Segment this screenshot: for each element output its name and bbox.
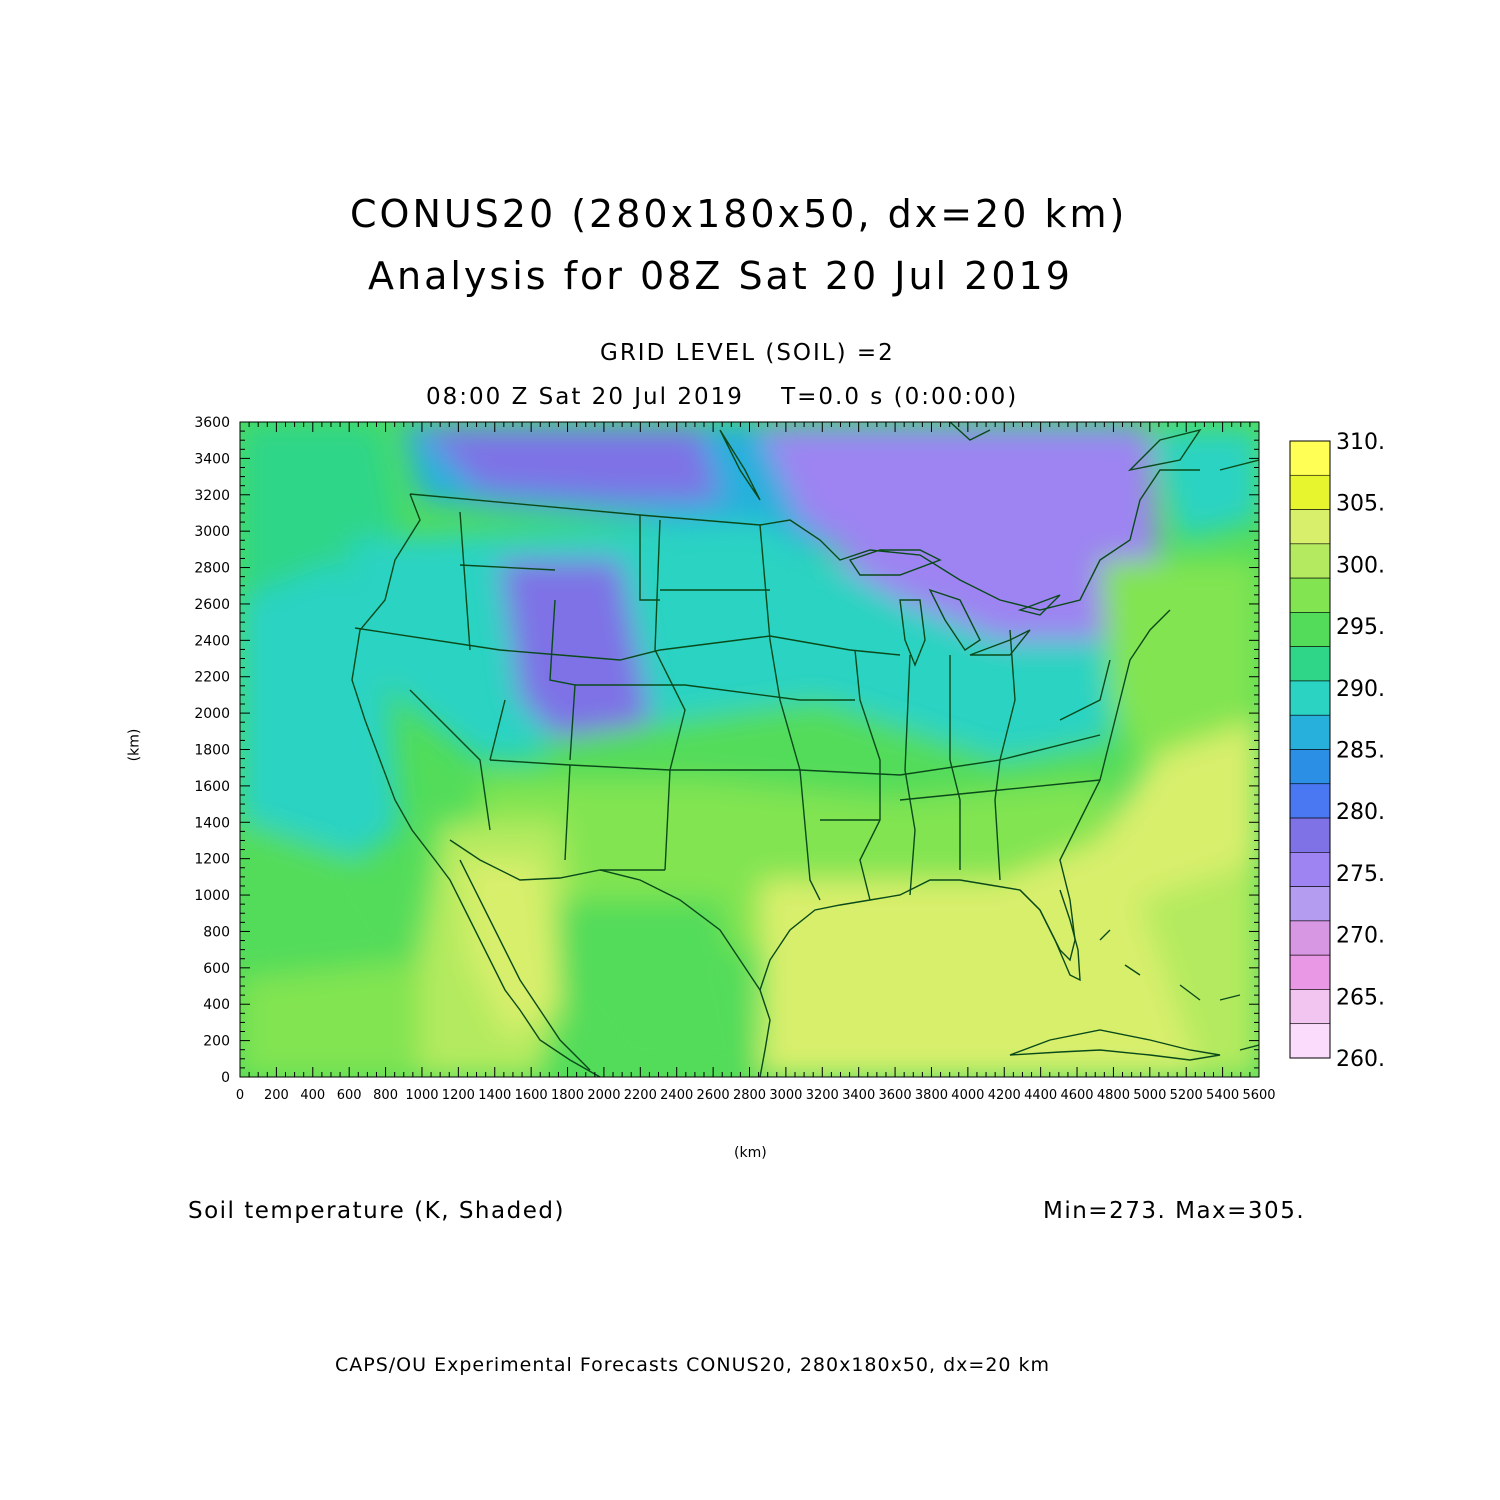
y-tick-label: 1200 <box>194 852 230 868</box>
y-tick-label: 2000 <box>194 706 230 722</box>
y-tick-label: 0 <box>221 1070 230 1086</box>
colorbar-label: 295. <box>1336 615 1385 640</box>
credit-line: CAPS/OU Experimental Forecasts CONUS20, … <box>335 1354 1051 1376</box>
x-axis: 0 200 400 600 800 1000 1200 1400 1600 1800 2000 220… <box>236 422 1276 1103</box>
y-axis-unit: (km) <box>126 728 143 762</box>
x-tick-label: 4200 <box>988 1088 1021 1103</box>
soil-temperature-field <box>240 422 1259 1077</box>
map-outlines <box>351 422 1259 1077</box>
x-tick-label: 5000 <box>1133 1088 1166 1103</box>
x-tick-label: 1400 <box>478 1088 511 1103</box>
x-tick-label: 3200 <box>806 1088 839 1103</box>
x-tick-label: 2000 <box>587 1088 620 1103</box>
x-tick-label: 200 <box>264 1088 289 1103</box>
colorbar-swatch <box>1289 783 1331 819</box>
y-tick-label: 2400 <box>194 633 230 649</box>
x-tick-label: 4400 <box>1024 1088 1057 1103</box>
colorbar-swatch <box>1289 1023 1331 1059</box>
valid-time-label: 08:00 Z Sat 20 Jul 2019 T=0.0 s (0:00:00… <box>426 384 1019 410</box>
x-tick-label: 1600 <box>515 1088 548 1103</box>
colorbar-swatch <box>1289 646 1331 682</box>
colorbar-swatch <box>1289 509 1331 545</box>
colorbar-swatch <box>1289 989 1331 1025</box>
y-tick-label: 1400 <box>194 815 230 831</box>
colorbar-swatch <box>1289 954 1331 990</box>
colorbar-frame <box>1289 440 1331 1059</box>
x-tick-label: 4800 <box>1097 1088 1130 1103</box>
y-tick-label: 3400 <box>194 451 230 467</box>
x-tick-label: 1800 <box>551 1088 584 1103</box>
colorbar-swatch <box>1289 817 1331 853</box>
x-tick-label: 3000 <box>769 1088 802 1103</box>
x-tick-label: 800 <box>373 1088 398 1103</box>
x-axis-unit: (km) <box>734 1145 767 1161</box>
colorbar-swatch <box>1289 440 1331 476</box>
florida-outline <box>1019 889 1081 982</box>
x-tick-label: 5400 <box>1206 1088 1239 1103</box>
colorbar-label: 275. <box>1336 862 1385 887</box>
colorbar-swatch <box>1289 852 1331 887</box>
colorbar-swatch <box>1289 749 1331 785</box>
colorbar-swatch <box>1289 680 1331 716</box>
y-tick-label: 2600 <box>194 597 230 613</box>
x-tick-label: 4000 <box>951 1088 984 1103</box>
colorbar-swatch <box>1289 612 1331 647</box>
x-tick-label: 3600 <box>879 1088 912 1103</box>
colorbar-swatch <box>1289 543 1331 579</box>
y-tick-label: 2200 <box>194 670 230 686</box>
y-tick-label: 800 <box>203 924 230 940</box>
colorbar-label: 305. <box>1336 492 1385 517</box>
colorbar-swatch <box>1289 577 1331 613</box>
colorbar-label: 280. <box>1336 800 1385 825</box>
y-axis: 0 200 400 600 800 1000 1200 1400 1600 1800 2000 220… <box>194 415 1259 1086</box>
title-line-2: Analysis for 08Z Sat 20 Jul 2019 <box>368 254 1073 298</box>
cuba-outline <box>1009 1029 1221 1061</box>
x-tick-label: 5200 <box>1170 1088 1203 1103</box>
x-tick-label: 2200 <box>624 1088 657 1103</box>
great-lakes-outline <box>848 549 942 576</box>
y-tick-label: 600 <box>203 961 230 977</box>
x-tick-label: 2400 <box>660 1088 693 1103</box>
x-tick-label: 3400 <box>842 1088 875 1103</box>
y-tick-label: 1800 <box>194 743 230 759</box>
x-tick-label: 1000 <box>405 1088 438 1103</box>
colorbar-label: 285. <box>1336 739 1385 764</box>
y-tick-label: 2800 <box>194 561 230 577</box>
x-tick-label: 0 <box>236 1088 244 1103</box>
y-tick-label: 1000 <box>194 888 230 904</box>
x-tick-label: 600 <box>337 1088 362 1103</box>
x-tick-label: 3800 <box>915 1088 948 1103</box>
x-tick-label: 5600 <box>1242 1088 1275 1103</box>
grid-level-label: GRID LEVEL (SOIL) =2 <box>600 340 895 366</box>
y-tick-label: 400 <box>203 997 230 1013</box>
colorbar-label: 310. <box>1336 430 1385 455</box>
colorbar-label: 265. <box>1336 985 1385 1010</box>
title-line-1: CONUS20 (280x180x50, dx=20 km) <box>350 192 1128 236</box>
x-tick-label: 4600 <box>1060 1088 1093 1103</box>
x-tick-label: 1200 <box>442 1088 475 1103</box>
colorbar-label: 290. <box>1336 677 1385 702</box>
x-tick-label: 400 <box>300 1088 325 1103</box>
us-border-outline <box>351 493 601 1077</box>
x-tick-label: 2800 <box>733 1088 766 1103</box>
colorbar-swatch <box>1289 714 1331 750</box>
x-tick-label: 2600 <box>697 1088 730 1103</box>
colorbar-swatch <box>1289 920 1331 956</box>
colorbar-label: 260. <box>1336 1047 1385 1072</box>
y-tick-label: 3200 <box>194 488 230 504</box>
colorbar: 310. 305. 300. 295. 290. 285. 280. 275. 270. 265.… <box>1289 430 1385 1072</box>
y-tick-label: 1600 <box>194 779 230 795</box>
y-tick-label: 3600 <box>194 415 230 431</box>
field-description: Soil temperature (K, Shaded) <box>188 1198 565 1224</box>
colorbar-label: 300. <box>1336 553 1385 578</box>
colorbar-swatch <box>1289 474 1331 510</box>
y-tick-label: 200 <box>203 1034 230 1050</box>
y-tick-label: 3000 <box>194 524 230 540</box>
colorbar-label: 270. <box>1336 924 1385 949</box>
min-max-label: Min=273. Max=305. <box>1043 1198 1306 1224</box>
colorbar-swatch <box>1289 886 1331 922</box>
